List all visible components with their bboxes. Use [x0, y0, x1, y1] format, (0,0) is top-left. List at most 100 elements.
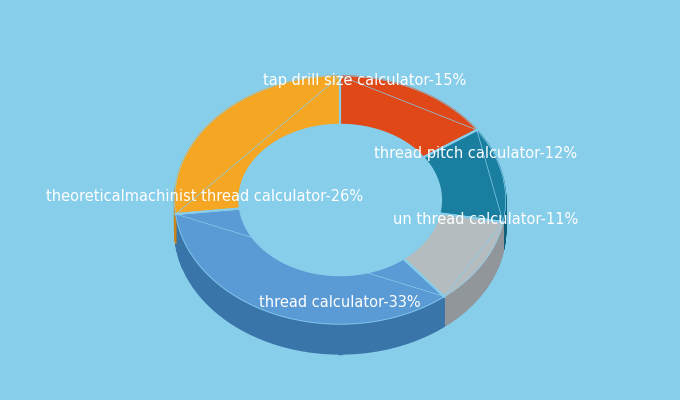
Polygon shape: [392, 266, 394, 296]
Polygon shape: [345, 324, 349, 354]
Polygon shape: [444, 296, 445, 326]
Polygon shape: [276, 314, 279, 345]
Polygon shape: [250, 304, 254, 336]
Polygon shape: [371, 322, 374, 352]
Polygon shape: [246, 231, 248, 262]
Polygon shape: [311, 274, 313, 304]
Polygon shape: [257, 246, 258, 276]
Polygon shape: [233, 295, 236, 326]
Polygon shape: [398, 315, 401, 346]
Polygon shape: [432, 301, 436, 333]
Polygon shape: [337, 277, 339, 307]
Polygon shape: [463, 282, 464, 313]
Polygon shape: [249, 236, 250, 267]
Polygon shape: [254, 241, 255, 272]
Polygon shape: [228, 291, 231, 323]
Polygon shape: [328, 276, 330, 306]
Polygon shape: [178, 225, 179, 257]
Polygon shape: [331, 324, 335, 354]
Polygon shape: [309, 273, 311, 304]
Polygon shape: [218, 284, 220, 316]
Polygon shape: [381, 320, 384, 350]
Polygon shape: [399, 262, 401, 293]
Polygon shape: [307, 322, 310, 352]
Polygon shape: [256, 307, 260, 338]
Polygon shape: [313, 274, 315, 304]
Polygon shape: [245, 230, 246, 261]
Polygon shape: [390, 266, 392, 297]
Polygon shape: [427, 304, 430, 336]
Polygon shape: [424, 306, 427, 337]
Polygon shape: [405, 214, 503, 296]
Polygon shape: [261, 249, 263, 280]
Polygon shape: [342, 324, 345, 354]
Polygon shape: [289, 318, 292, 349]
Polygon shape: [388, 318, 391, 349]
Polygon shape: [470, 276, 471, 307]
Polygon shape: [414, 310, 418, 341]
Polygon shape: [441, 296, 444, 328]
Polygon shape: [418, 308, 420, 340]
Polygon shape: [243, 225, 244, 256]
Polygon shape: [190, 252, 192, 285]
Text: thread pitch calculator-12%: thread pitch calculator-12%: [374, 146, 577, 161]
Polygon shape: [241, 300, 245, 331]
Polygon shape: [454, 290, 455, 320]
Polygon shape: [384, 269, 386, 299]
Polygon shape: [403, 260, 405, 291]
Polygon shape: [350, 276, 352, 306]
Polygon shape: [394, 316, 398, 347]
Polygon shape: [374, 272, 376, 302]
Polygon shape: [352, 276, 354, 306]
Polygon shape: [263, 310, 266, 341]
Polygon shape: [305, 272, 307, 302]
Polygon shape: [475, 271, 476, 302]
Polygon shape: [281, 263, 283, 294]
Polygon shape: [411, 311, 414, 342]
Polygon shape: [474, 272, 475, 303]
Polygon shape: [271, 256, 272, 288]
Polygon shape: [388, 267, 390, 298]
Polygon shape: [244, 226, 245, 258]
Polygon shape: [462, 283, 463, 314]
Polygon shape: [340, 76, 477, 156]
Polygon shape: [464, 282, 465, 312]
Polygon shape: [260, 248, 261, 279]
Polygon shape: [211, 278, 213, 310]
Polygon shape: [430, 303, 432, 334]
Polygon shape: [330, 276, 333, 306]
Polygon shape: [269, 312, 273, 343]
Polygon shape: [420, 307, 424, 338]
Polygon shape: [322, 276, 324, 306]
Polygon shape: [255, 243, 256, 274]
Polygon shape: [391, 317, 394, 348]
Polygon shape: [180, 232, 182, 265]
Polygon shape: [320, 323, 324, 353]
Polygon shape: [335, 277, 337, 307]
Polygon shape: [447, 294, 448, 324]
Polygon shape: [286, 266, 288, 296]
Polygon shape: [339, 277, 341, 307]
Polygon shape: [471, 276, 472, 306]
Polygon shape: [258, 247, 260, 278]
Polygon shape: [466, 280, 467, 310]
Polygon shape: [213, 280, 216, 312]
Polygon shape: [290, 267, 292, 298]
Polygon shape: [469, 277, 470, 307]
Polygon shape: [363, 322, 367, 353]
Polygon shape: [296, 320, 299, 350]
Polygon shape: [252, 240, 254, 271]
Polygon shape: [225, 290, 228, 321]
Polygon shape: [460, 285, 461, 316]
Polygon shape: [315, 275, 317, 305]
Polygon shape: [354, 276, 357, 306]
Polygon shape: [448, 294, 449, 324]
Polygon shape: [274, 259, 275, 290]
Polygon shape: [384, 319, 388, 350]
Polygon shape: [335, 324, 339, 354]
Polygon shape: [220, 286, 223, 317]
Polygon shape: [458, 286, 459, 317]
Polygon shape: [348, 276, 350, 306]
Polygon shape: [207, 273, 209, 305]
Polygon shape: [326, 276, 328, 306]
